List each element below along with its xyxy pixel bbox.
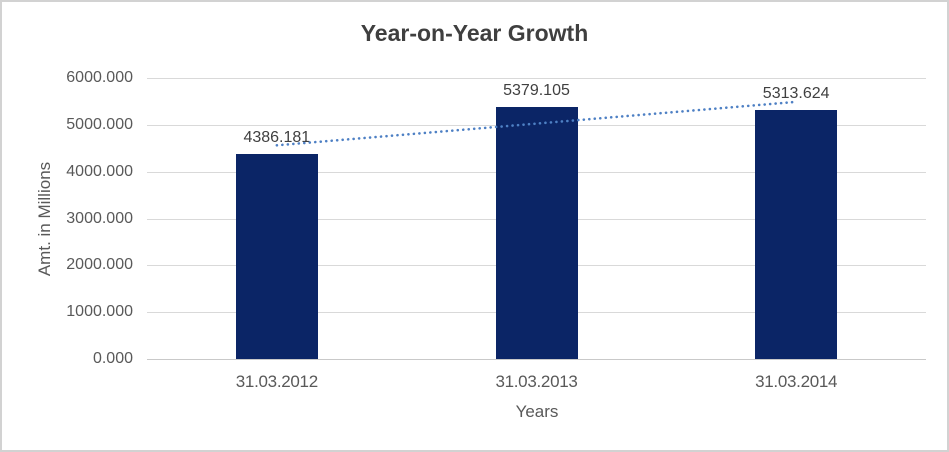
bar-value-label: 4386.181 — [243, 128, 311, 146]
bar — [755, 110, 838, 359]
gridline — [147, 78, 926, 79]
bar — [495, 107, 578, 359]
trendline — [275, 100, 798, 147]
y-tick-label: 0.000 — [92, 350, 133, 367]
y-axis-title: Amt. in Millions — [35, 161, 54, 277]
y-tick-label: 3000.000 — [66, 209, 133, 227]
y-tick-label: 5000.000 — [66, 115, 133, 133]
trendline-dotted-line — [275, 100, 798, 147]
gridline — [147, 359, 926, 360]
chart-title: Year-on-Year Growth — [360, 20, 589, 46]
x-axis-title: Years — [515, 402, 559, 421]
bar-value-label: 5313.624 — [762, 85, 830, 103]
x-tick-label: 31.03.2012 — [235, 372, 318, 391]
bar-value-label: 5379.105 — [503, 82, 570, 100]
bar — [235, 153, 318, 359]
y-tick-label: 1000.000 — [66, 303, 133, 321]
x-tick-label: 31.03.2014 — [755, 372, 838, 391]
y-tick-label: 6000.000 — [66, 69, 133, 86]
y-tick-label: 4000.000 — [66, 162, 133, 180]
plot-area: 0.000 1000.000 2000.000 3000.000 4000.000 500… — [66, 69, 926, 391]
y-tick-label: 2000.000 — [66, 256, 133, 274]
x-tick-label: 31.03.2013 — [495, 372, 578, 391]
